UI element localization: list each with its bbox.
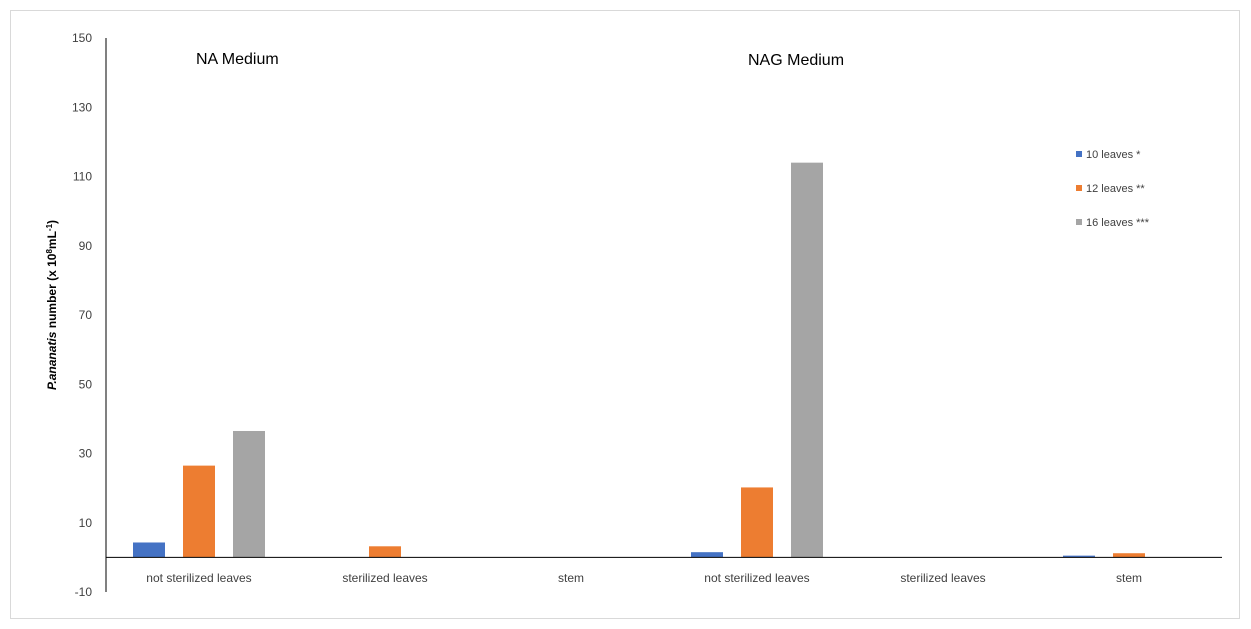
y-label-close: ) <box>45 220 59 224</box>
bar-0-0 <box>133 542 165 558</box>
x-category-label-0: not sterilized leaves <box>146 571 251 585</box>
y-axis-ticks: 150 130 110 90 70 50 30 10 -10 <box>72 31 92 599</box>
y-axis-label: P.ananatis number (x 108mL-1) <box>45 220 60 390</box>
bar-1-1 <box>369 546 401 558</box>
y-tick-label-6: 30 <box>79 447 93 461</box>
bar-5-0 <box>1063 555 1095 558</box>
y-tick-label-0: 150 <box>72 31 92 45</box>
y-tick-label-4: 70 <box>79 308 93 322</box>
bar-0-1 <box>183 465 215 558</box>
bar-3-0 <box>691 552 723 558</box>
panel-label-nag: NAG Medium <box>748 52 844 69</box>
panel-label-na: NA Medium <box>196 51 279 68</box>
x-category-label-4: sterilized leaves <box>900 571 985 585</box>
legend-label-2: 16 leaves *** <box>1086 217 1150 229</box>
legend-label-1: 12 leaves ** <box>1086 183 1145 195</box>
legend-swatch-2 <box>1076 219 1082 225</box>
y-label-text: number (x 10 <box>45 253 59 331</box>
y-label-sup1: 8 <box>45 249 54 254</box>
y-tick-label-2: 110 <box>73 170 92 184</box>
y-label-sup2: -1 <box>45 223 54 231</box>
bar-marks <box>133 162 1145 558</box>
x-category-label-2: stem <box>558 571 584 585</box>
y-tick-label-5: 50 <box>79 377 93 391</box>
x-axis-categories: not sterilized leaves sterilized leaves st… <box>146 571 1142 585</box>
bar-0-2 <box>233 430 265 558</box>
legend-swatch-1 <box>1076 185 1082 191</box>
x-category-label-3: not sterilized leaves <box>704 571 809 585</box>
y-tick-label-3: 90 <box>79 239 93 253</box>
legend: 10 leaves * 12 leaves ** 16 leaves *** <box>1076 149 1150 229</box>
bar-3-2 <box>791 162 823 558</box>
x-category-label-5: stem <box>1116 571 1142 585</box>
y-tick-label-8: -10 <box>75 585 93 599</box>
y-label-unit: mL <box>45 231 59 249</box>
bar-5-1 <box>1113 553 1145 558</box>
bar-3-1 <box>741 487 773 558</box>
y-tick-label-7: 10 <box>79 516 93 530</box>
legend-swatch-0 <box>1076 151 1082 157</box>
y-tick-label-1: 130 <box>72 100 92 114</box>
y-label-species: P.ananatis <box>45 331 59 390</box>
x-category-label-1: sterilized leaves <box>342 571 427 585</box>
legend-label-0: 10 leaves * <box>1086 149 1141 161</box>
